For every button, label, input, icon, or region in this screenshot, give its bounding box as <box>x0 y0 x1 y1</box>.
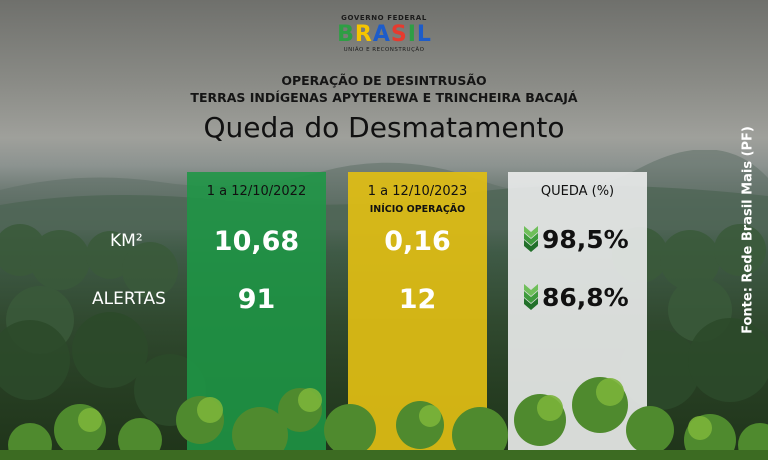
km-drop-value: 98,5% <box>542 224 629 254</box>
operation-start-note: INÍCIO OPERAÇÃO <box>369 204 466 215</box>
alerts-2022-value: 91 <box>237 284 276 315</box>
logo-letter: B <box>337 22 354 47</box>
title-block: OPERAÇÃO DE DESINTRUSÃO TERRAS INDÍGENAS… <box>0 72 768 145</box>
foreground-foliage <box>0 377 768 460</box>
down-chevron-icon <box>524 284 538 310</box>
km-drop: 98,5% <box>522 224 629 254</box>
logo-letter: R <box>354 22 372 47</box>
brasil-wordmark: B R A S I L <box>334 24 434 46</box>
page-title: Queda do Desmatamento <box>203 111 565 144</box>
logo-top-text: GOVERNO FEDERAL <box>341 14 427 22</box>
logo-letter: S <box>390 22 407 47</box>
logo-letter: L <box>416 22 431 47</box>
down-chevron-icon <box>524 226 538 252</box>
alerts-drop-value: 86,8% <box>542 282 629 312</box>
governo-federal-logo: GOVERNO FEDERAL B R A S I L UNIÃO E RECO… <box>334 14 434 66</box>
logo-bottom-text: UNIÃO E RECONSTRUÇÃO <box>343 47 425 53</box>
logo-letter: A <box>372 22 390 47</box>
alerts-drop: 86,8% <box>522 282 629 312</box>
km-row-label: KM² <box>110 231 143 251</box>
panel-2022-header: 1 a 12/10/2022 <box>206 184 307 199</box>
panel-drop-header: QUEDA (%) <box>540 184 615 199</box>
alerts-2023-value: 12 <box>398 284 437 315</box>
km-2023-value: 0,16 <box>384 226 451 257</box>
territories-title: TERRAS INDÍGENAS APYTEREWA E TRINCHEIRA … <box>190 90 578 105</box>
alerts-row-label: ALERTAS <box>92 289 166 309</box>
operation-title: OPERAÇÃO DE DESINTRUSÃO <box>281 73 487 88</box>
km-2022-value: 10,68 <box>213 226 300 257</box>
logo-letter: I <box>407 22 416 47</box>
panel-2023-header: 1 a 12/10/2023 <box>367 184 468 199</box>
source-credit: Fonte: Rede Brasil Mais (PF) <box>740 126 756 334</box>
